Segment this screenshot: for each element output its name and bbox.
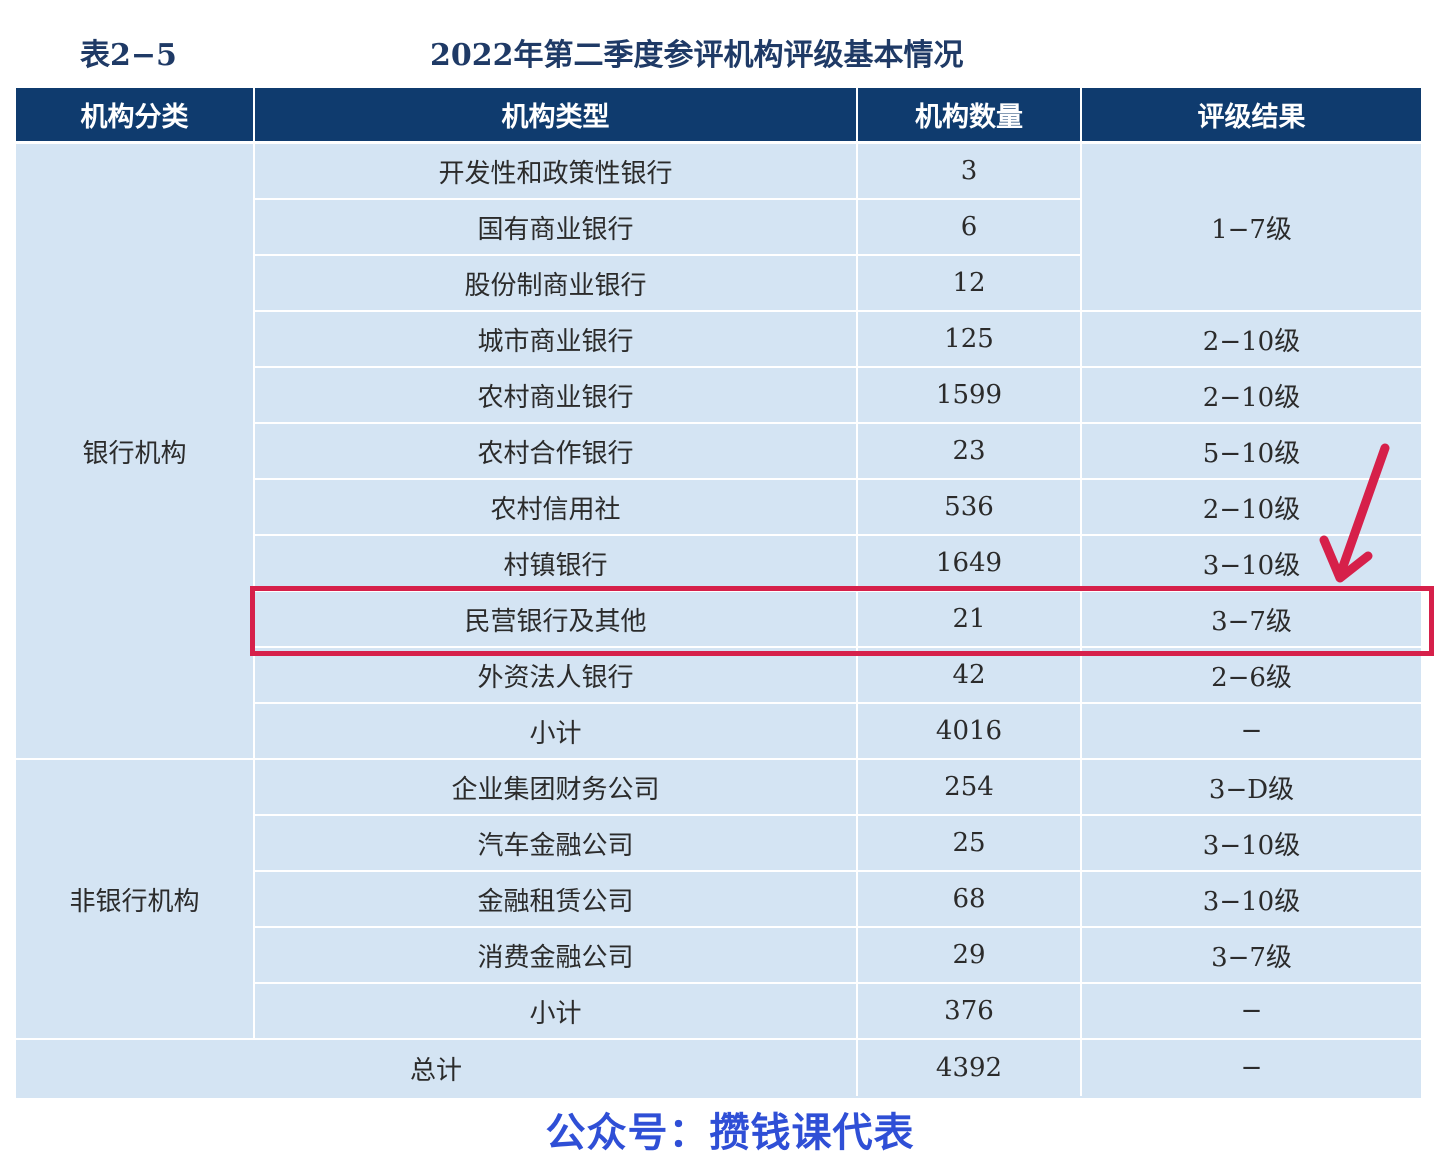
type-cell: 农村合作银行	[255, 424, 858, 480]
count-cell: 6	[858, 200, 1082, 256]
rating-table: 机构分类 机构类型 机构数量 评级结果 银行机构 非银行机构 1−7级 开发性和…	[16, 88, 1421, 1098]
type-cell: 农村商业银行	[255, 368, 858, 424]
type-cell: 股份制商业银行	[255, 256, 858, 312]
type-cell: 农村信用社	[255, 480, 858, 536]
rating-cell: 3−7级	[1082, 592, 1421, 648]
rating-cell: 3−D级	[1082, 760, 1421, 816]
table-title: 2022年第二季度参评机构评级基本情况	[430, 38, 964, 73]
rating-cell: 2−10级	[1082, 368, 1421, 424]
count-cell: 125	[858, 312, 1082, 368]
arrow-annotation-icon	[1319, 443, 1390, 583]
type-cell: 外资法人银行	[255, 648, 858, 704]
count-cell: 1649	[858, 536, 1082, 592]
subtotal-rating: −	[1082, 984, 1421, 1040]
subtotal-label: 小计	[255, 984, 858, 1040]
count-cell: 12	[858, 256, 1082, 312]
count-cell: 42	[858, 648, 1082, 704]
group-bank-institutions: 银行机构	[16, 144, 255, 760]
rating-cell: 3−7级	[1082, 928, 1421, 984]
rating-cell: 3−10级	[1082, 816, 1421, 872]
watermark-text: 公众号：攒钱课代表	[545, 1110, 915, 1156]
subtotal-rating: −	[1082, 704, 1421, 760]
rating-cell: 2−10级	[1082, 312, 1421, 368]
group-nonbank-institutions: 非银行机构	[16, 760, 255, 1040]
column-header-count: 机构数量	[858, 88, 1082, 144]
subtotal-count: 4016	[858, 704, 1082, 760]
type-cell: 企业集团财务公司	[255, 760, 858, 816]
count-cell: 1599	[858, 368, 1082, 424]
count-cell: 23	[858, 424, 1082, 480]
column-header-type: 机构类型	[255, 88, 858, 144]
count-cell: 29	[858, 928, 1082, 984]
subtotal-label: 小计	[255, 704, 858, 760]
type-cell: 村镇银行	[255, 536, 858, 592]
total-label: 总计	[16, 1040, 858, 1096]
subtotal-count: 376	[858, 984, 1082, 1040]
type-cell: 金融租赁公司	[255, 872, 858, 928]
rating-cell-merged: 1−7级	[1082, 144, 1421, 312]
rating-cell: 5−10级	[1082, 424, 1421, 480]
type-cell: 民营银行及其他	[255, 592, 858, 648]
type-cell: 开发性和政策性银行	[255, 144, 858, 200]
rating-cell: 2−6级	[1082, 648, 1421, 704]
count-cell: 68	[858, 872, 1082, 928]
type-cell: 国有商业银行	[255, 200, 858, 256]
type-cell: 汽车金融公司	[255, 816, 858, 872]
type-cell: 城市商业银行	[255, 312, 858, 368]
count-cell: 254	[858, 760, 1082, 816]
count-cell: 3	[858, 144, 1082, 200]
column-header-category: 机构分类	[16, 88, 255, 144]
count-cell: 536	[858, 480, 1082, 536]
table-number: 表2−5	[80, 38, 177, 73]
total-rating: −	[1082, 1040, 1421, 1096]
total-count: 4392	[858, 1040, 1082, 1096]
type-cell: 消费金融公司	[255, 928, 858, 984]
rating-cell: 3−10级	[1082, 536, 1421, 592]
column-header-rating: 评级结果	[1082, 88, 1421, 144]
count-cell: 21	[858, 592, 1082, 648]
rating-cell: 3−10级	[1082, 872, 1421, 928]
count-cell: 25	[858, 816, 1082, 872]
